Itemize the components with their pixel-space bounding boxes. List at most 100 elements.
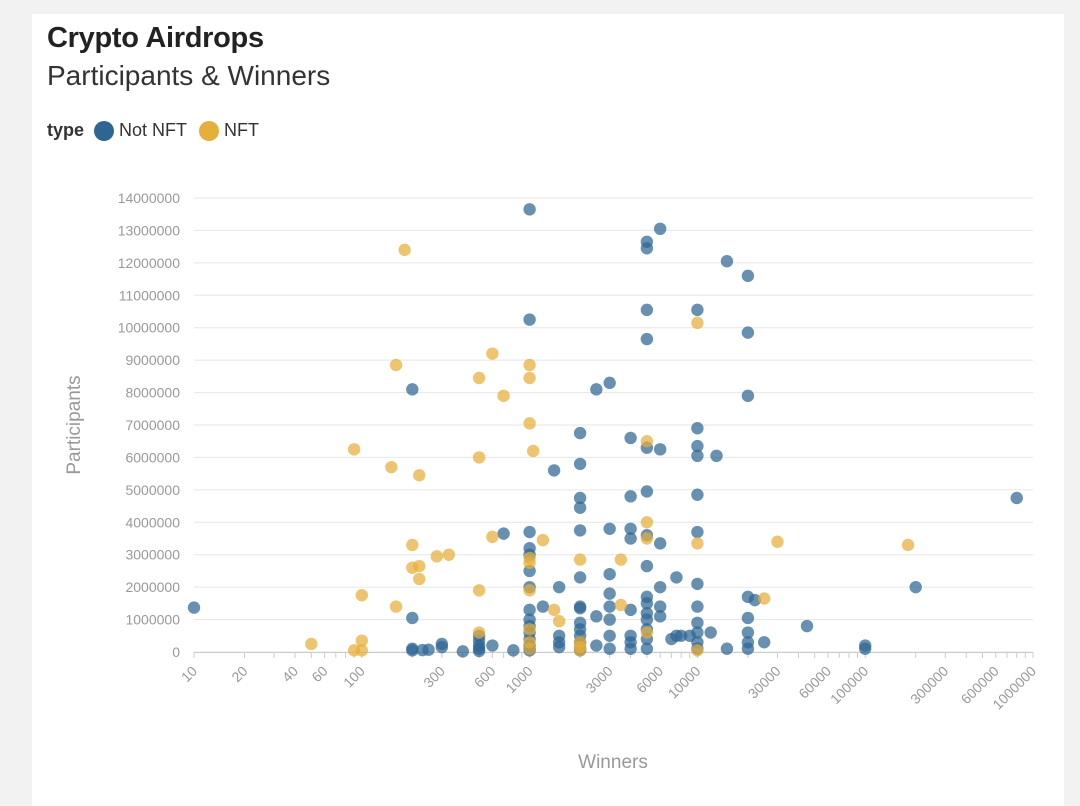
point-nft[interactable] [547, 603, 561, 617]
point-not-nft[interactable] [497, 527, 510, 540]
point-not-nft[interactable] [603, 522, 616, 535]
point-not-nft[interactable] [456, 645, 470, 658]
point-not-nft[interactable] [704, 626, 717, 639]
point-nft[interactable] [355, 634, 368, 647]
point-not-nft[interactable] [653, 580, 667, 594]
point-not-nft[interactable] [640, 303, 654, 317]
point-nft[interactable] [691, 537, 704, 550]
point-not-nft[interactable] [741, 626, 755, 639]
point-nft[interactable] [398, 243, 411, 257]
point-nft[interactable] [355, 589, 368, 602]
point-not-nft[interactable] [624, 603, 637, 617]
point-not-nft[interactable] [523, 525, 536, 539]
point-not-nft[interactable] [653, 610, 667, 623]
point-nft[interactable] [640, 532, 654, 545]
point-nft[interactable] [771, 535, 784, 548]
point-nft[interactable] [614, 553, 628, 566]
point-nft[interactable] [413, 469, 426, 482]
point-not-nft[interactable] [573, 524, 587, 537]
point-not-nft[interactable] [653, 443, 667, 456]
point-not-nft[interactable] [720, 255, 734, 268]
point-nft[interactable] [385, 460, 398, 474]
point-not-nft[interactable] [603, 567, 616, 581]
point-not-nft[interactable] [624, 642, 637, 655]
point-not-nft[interactable] [741, 389, 755, 403]
point-nft[interactable] [523, 584, 536, 597]
point-nft[interactable] [757, 592, 771, 605]
legend-item-nft[interactable]: NFT [199, 120, 259, 141]
point-nft[interactable] [472, 584, 486, 597]
point-nft[interactable] [614, 598, 628, 612]
point-nft[interactable] [523, 642, 536, 655]
point-not-nft[interactable] [603, 613, 616, 626]
point-not-nft[interactable] [741, 326, 755, 339]
point-nft[interactable] [413, 559, 426, 573]
point-not-nft[interactable] [590, 639, 603, 652]
point-not-nft[interactable] [640, 642, 654, 655]
point-nft[interactable] [526, 444, 540, 458]
point-not-nft[interactable] [640, 559, 654, 573]
point-nft[interactable] [472, 371, 486, 385]
point-not-nft[interactable] [573, 571, 587, 584]
point-nft[interactable] [413, 572, 426, 586]
point-not-nft[interactable] [691, 525, 704, 539]
point-not-nft[interactable] [741, 611, 755, 625]
point-nft[interactable] [305, 637, 318, 651]
point-not-nft[interactable] [741, 269, 755, 283]
point-not-nft[interactable] [640, 613, 654, 626]
point-not-nft[interactable] [603, 376, 616, 390]
point-nft[interactable] [691, 644, 704, 657]
point-not-nft[interactable] [909, 580, 922, 594]
point-not-nft[interactable] [691, 616, 704, 630]
point-not-nft[interactable] [741, 642, 755, 655]
point-not-nft[interactable] [624, 532, 637, 545]
point-not-nft[interactable] [691, 600, 704, 613]
point-nft[interactable] [523, 623, 536, 636]
point-not-nft[interactable] [406, 611, 419, 625]
point-not-nft[interactable] [691, 488, 704, 501]
point-not-nft[interactable] [573, 501, 587, 514]
point-not-nft[interactable] [624, 490, 637, 503]
point-not-nft[interactable] [640, 242, 654, 255]
point-not-nft[interactable] [859, 642, 872, 655]
point-not-nft[interactable] [640, 332, 654, 346]
point-not-nft[interactable] [653, 222, 667, 236]
point-nft[interactable] [552, 614, 566, 628]
point-not-nft[interactable] [406, 644, 419, 657]
point-nft[interactable] [486, 530, 499, 544]
point-nft[interactable] [430, 550, 444, 563]
point-not-nft[interactable] [1010, 491, 1023, 505]
point-nft[interactable] [347, 443, 361, 456]
point-not-nft[interactable] [590, 610, 603, 623]
point-nft[interactable] [523, 556, 536, 570]
point-not-nft[interactable] [710, 449, 723, 463]
point-not-nft[interactable] [603, 600, 616, 613]
point-nft[interactable] [523, 358, 536, 372]
point-not-nft[interactable] [523, 603, 536, 617]
point-nft[interactable] [523, 371, 536, 385]
point-nft[interactable] [536, 533, 550, 547]
point-not-nft[interactable] [800, 619, 814, 633]
point-nft[interactable] [573, 644, 587, 657]
point-not-nft[interactable] [748, 593, 762, 607]
point-not-nft[interactable] [472, 644, 486, 658]
point-not-nft[interactable] [624, 522, 637, 535]
point-not-nft[interactable] [674, 629, 688, 642]
point-not-nft[interactable] [406, 383, 419, 396]
point-nft[interactable] [640, 626, 654, 639]
point-nft[interactable] [472, 451, 486, 464]
point-not-nft[interactable] [603, 642, 616, 655]
point-nft[interactable] [691, 316, 704, 330]
point-not-nft[interactable] [435, 640, 449, 654]
point-not-nft[interactable] [640, 597, 654, 610]
point-not-nft[interactable] [603, 629, 616, 642]
point-not-nft[interactable] [523, 313, 536, 326]
point-nft[interactable] [389, 358, 403, 372]
point-not-nft[interactable] [573, 457, 587, 471]
point-nft[interactable] [573, 553, 587, 566]
point-not-nft[interactable] [573, 602, 587, 615]
point-nft[interactable] [901, 538, 915, 552]
point-nft[interactable] [523, 417, 536, 430]
point-not-nft[interactable] [603, 587, 616, 600]
point-not-nft[interactable] [757, 636, 771, 649]
